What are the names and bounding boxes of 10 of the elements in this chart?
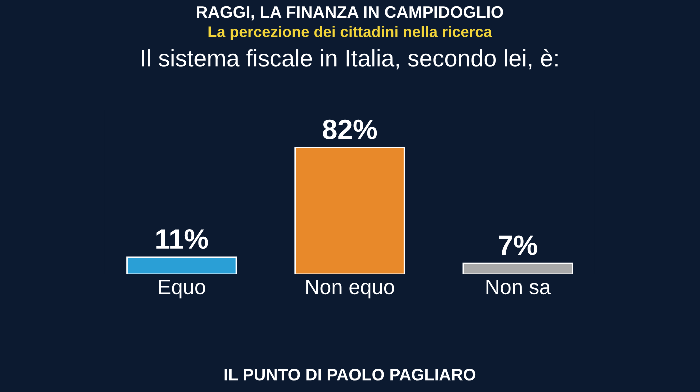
chart-title: Il sistema fiscale in Italia, secondo lei, è: — [142, 49, 558, 70]
text: IL PUNTO DI PAOLO PAGLIARO — [224, 368, 476, 381]
data-label: 7% — [499, 236, 538, 256]
text: RAGGI, LA FINANZA IN CAMPIDOGLIO — [197, 6, 504, 21]
x-tick-label: Non sa — [486, 280, 552, 295]
x-tick-label: Non equo — [306, 280, 394, 299]
data-label: 82% — [323, 120, 378, 140]
data-label: 11% — [156, 230, 208, 250]
x-tick-label: Equo — [159, 280, 206, 299]
chart-subtitle: La percezione dei cittadini nella ricerca — [208, 26, 492, 40]
